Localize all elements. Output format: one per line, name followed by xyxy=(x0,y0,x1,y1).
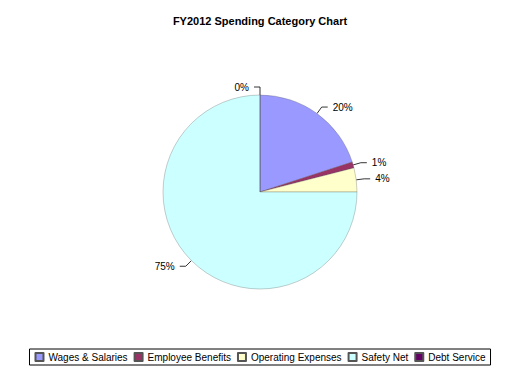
svg-text:Employee Benefits: Employee Benefits xyxy=(148,352,231,363)
svg-text:4%: 4% xyxy=(375,173,390,184)
svg-text:Debt Service: Debt Service xyxy=(428,352,486,363)
svg-text:FY2012 Spending Category Chart: FY2012 Spending Category Chart xyxy=(173,15,348,27)
svg-text:1%: 1% xyxy=(372,157,387,168)
svg-text:75%: 75% xyxy=(155,261,175,272)
svg-text:Safety Net: Safety Net xyxy=(362,352,409,363)
svg-text:Wages & Salaries: Wages & Salaries xyxy=(48,352,127,363)
svg-text:20%: 20% xyxy=(333,102,353,113)
svg-text:0%: 0% xyxy=(235,82,250,93)
svg-text:Operating Expenses: Operating Expenses xyxy=(251,352,342,363)
